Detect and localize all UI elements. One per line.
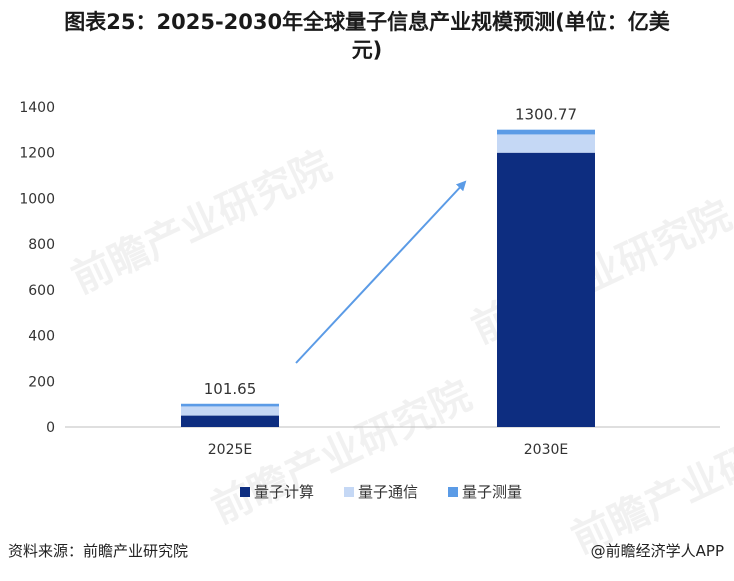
y-tick-label: 600	[28, 283, 55, 299]
y-tick-label: 0	[46, 420, 55, 436]
y-tick-label: 200	[28, 374, 55, 390]
y-tick-label: 1000	[19, 191, 55, 207]
legend-label: 量子计算	[254, 483, 314, 501]
bar-total-label: 1300.77	[515, 106, 577, 124]
legend-swatch	[448, 487, 458, 497]
y-tick-label: 1400	[19, 100, 55, 116]
bar-segment	[181, 403, 279, 407]
legend-label: 量子测量	[462, 483, 522, 501]
bar-segment	[181, 415, 279, 427]
bar-segment	[497, 129, 595, 135]
y-tick-label: 400	[28, 329, 55, 345]
x-tick-label: 2030E	[524, 442, 568, 458]
y-tick-label: 800	[28, 237, 55, 253]
chart-title: 图表25：2025-2030年全球量子信息产业规模预测(单位：亿美 元)	[0, 8, 734, 64]
x-tick-label: 2025E	[208, 442, 252, 458]
bar-total-label: 101.65	[204, 380, 257, 398]
source-note: 资料来源：前瞻产业研究院	[8, 542, 189, 560]
bar-segment	[497, 134, 595, 153]
legend-label: 量子通信	[358, 483, 418, 501]
chart-title-line2: 元)	[351, 38, 383, 62]
legend-swatch	[240, 487, 250, 497]
legend-swatch	[344, 487, 354, 497]
bar-segment	[497, 152, 595, 427]
y-tick-label: 1200	[19, 146, 55, 162]
credit-note: @前瞻经济学人APP	[590, 542, 724, 560]
chart-title-line1: 图表25：2025-2030年全球量子信息产业规模预测(单位：亿美	[64, 10, 670, 34]
trend-arrow	[295, 180, 467, 364]
bar-segment	[181, 406, 279, 416]
